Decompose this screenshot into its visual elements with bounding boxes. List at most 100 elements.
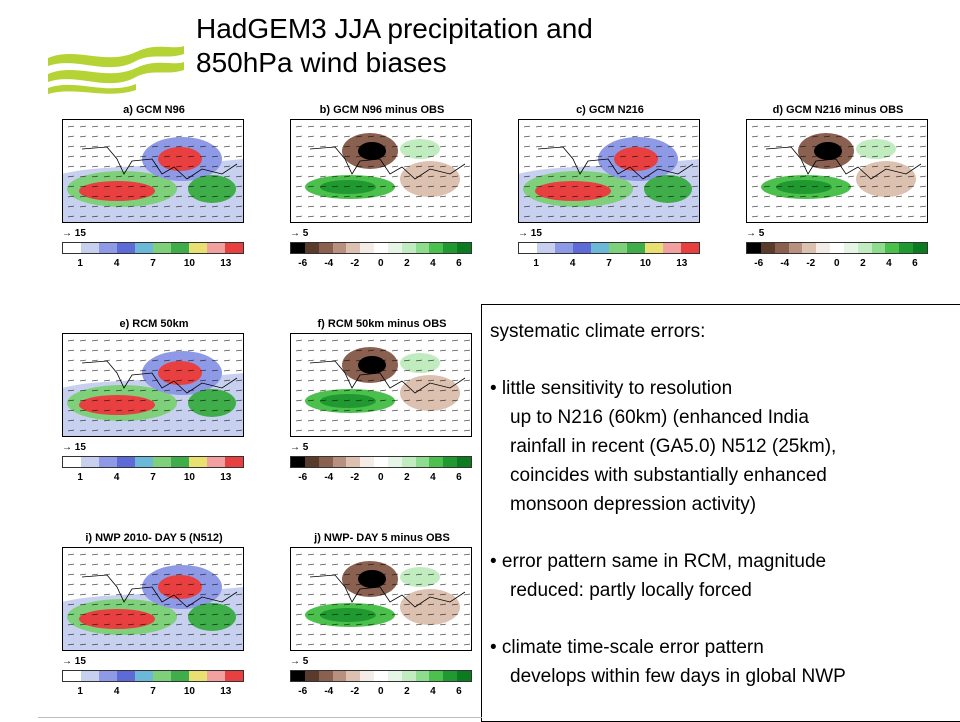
colorbar-tick-label: 4 — [430, 258, 436, 269]
colorbar-swatch — [857, 243, 872, 253]
colorbar-swatch — [788, 243, 803, 253]
colorbar-swatch — [360, 671, 375, 681]
colorbar-tick-label: 10 — [183, 472, 195, 483]
colorbar-tick-label: 1 — [77, 686, 83, 697]
colorbar-tick-label: 4 — [113, 472, 120, 483]
map-plot — [62, 333, 244, 437]
colorbar-tick-label: 0 — [378, 472, 384, 483]
colorbar-swatch — [189, 671, 207, 681]
colorbar-swatch — [360, 457, 375, 467]
colorbar — [290, 670, 472, 682]
colorbar-tick-label: 7 — [150, 258, 156, 269]
colorbar-swatch — [374, 457, 388, 467]
panel-title: b) GCM N96 minus OBS — [319, 104, 445, 116]
colorbar-swatch — [415, 457, 430, 467]
colorbar — [290, 242, 472, 254]
title-line-1: HadGEM3 JJA precipitation and — [196, 13, 593, 44]
colorbar-swatch — [117, 457, 135, 467]
colorbar-tick-label: 4 — [430, 472, 436, 483]
colorbar-tick-label: 7 — [150, 472, 156, 483]
colorbar-swatch — [304, 243, 319, 253]
colorbar-tick-label: 2 — [404, 686, 410, 697]
panel-title: c) GCM N216 — [576, 104, 644, 116]
colorbar-tick-label: 1 — [533, 258, 539, 269]
colorbar-swatch — [81, 671, 99, 681]
panel-nwp-day5-bias: j) NWP- DAY 5 minus OBS → 5 -6 -4 -2 0 2 4 6 — [278, 532, 486, 708]
map-plot — [518, 119, 700, 223]
bullet-1-line-1: • little sensitivity to resolution — [490, 378, 733, 399]
colorbar-swatch — [63, 671, 81, 681]
colorbar-swatch — [443, 457, 458, 467]
colorbar-tick-label: 13 — [220, 686, 232, 697]
colorbar-swatch — [747, 243, 761, 253]
colorbar-swatch — [171, 243, 189, 253]
map-plot — [290, 547, 472, 651]
colorbar-swatch — [816, 243, 831, 253]
colorbar-swatch — [207, 243, 225, 253]
reference-vector-label: → 15 — [62, 656, 86, 667]
colorbar-tick-label: 1 — [77, 258, 83, 269]
colorbar-tick-label: 10 — [183, 258, 195, 269]
colorbar-tick-label: 4 — [113, 686, 120, 697]
colorbar-swatch — [537, 243, 555, 253]
map-plot — [290, 119, 472, 223]
colorbar-swatch — [332, 457, 347, 467]
slide-title: HadGEM3 JJA precipitation and 850hPa win… — [196, 12, 593, 80]
colorbar — [62, 456, 244, 468]
reference-vector-label: → 5 — [290, 228, 309, 239]
colorbar-swatch — [374, 671, 388, 681]
colorbar-swatch — [63, 243, 81, 253]
colorbar-swatch — [573, 243, 591, 253]
colorbar-swatch — [207, 671, 225, 681]
colorbar-swatch — [135, 243, 153, 253]
reference-vector-label: → 15 — [62, 442, 86, 453]
colorbar-tick-label: 1 — [77, 472, 83, 483]
colorbar — [62, 242, 244, 254]
reference-vector-label: → 5 — [290, 656, 309, 667]
colorbar-swatch — [871, 243, 886, 253]
colorbar-swatch — [207, 457, 225, 467]
panel-title: f) RCM 50km minus OBS — [317, 318, 447, 330]
panel-gcm-n216-bias: d) GCM N216 minus OBS → 5 -6 -4 -2 0 2 4 6 — [734, 104, 942, 280]
colorbar-swatch — [802, 243, 817, 253]
colorbar-swatch — [63, 457, 81, 467]
panel-rcm-50km-bias: f) RCM 50km minus OBS → 5 -6 -4 -2 0 2 4 6 — [278, 318, 486, 494]
panel-title: e) RCM 50km — [119, 318, 189, 330]
colorbar — [290, 456, 472, 468]
colorbar-swatch — [189, 457, 207, 467]
reference-vector-label: → 5 — [746, 228, 765, 239]
colorbar-swatch — [387, 671, 402, 681]
colorbar-swatch — [171, 457, 189, 467]
colorbar-swatch — [645, 243, 663, 253]
colorbar-tick-label: 4 — [430, 686, 436, 697]
colorbar-swatch — [591, 243, 609, 253]
colorbar-tick-label: 6 — [456, 258, 462, 269]
colorbar-ticks: 1 4 7 10 13 — [62, 472, 244, 486]
colorbar-swatch — [387, 457, 402, 467]
colorbar-tick-label: 13 — [676, 258, 688, 269]
colorbar-swatch — [457, 671, 471, 681]
colorbar-swatch — [135, 671, 153, 681]
colorbar-tick-label: 2 — [404, 258, 410, 269]
colorbar-tick-label: -2 — [350, 472, 360, 483]
colorbar-swatch — [663, 243, 681, 253]
colorbar-swatch — [415, 243, 430, 253]
colorbar-swatch — [332, 671, 347, 681]
reference-vector-label: → 15 — [518, 228, 542, 239]
colorbar-swatch — [304, 671, 319, 681]
colorbar-swatch — [457, 457, 471, 467]
summary-heading: systematic climate errors: — [490, 321, 706, 342]
colorbar — [518, 242, 700, 254]
colorbar-tick-label: 4 — [886, 258, 892, 269]
colorbar-swatch — [401, 243, 416, 253]
colorbar-tick-label: 6 — [912, 258, 918, 269]
map-plot — [746, 119, 928, 223]
colorbar-tick-label: -2 — [806, 258, 816, 269]
colorbar-swatch — [99, 457, 117, 467]
colorbar-tick-label: -6 — [298, 258, 308, 269]
colorbar-tick-label: 2 — [860, 258, 866, 269]
panel-title: a) GCM N96 — [123, 104, 185, 116]
colorbar-tick-label: 4 — [569, 258, 576, 269]
colorbar-swatch — [153, 457, 171, 467]
bullet-1-line-4: coincides with substantially enhanced — [510, 465, 827, 486]
